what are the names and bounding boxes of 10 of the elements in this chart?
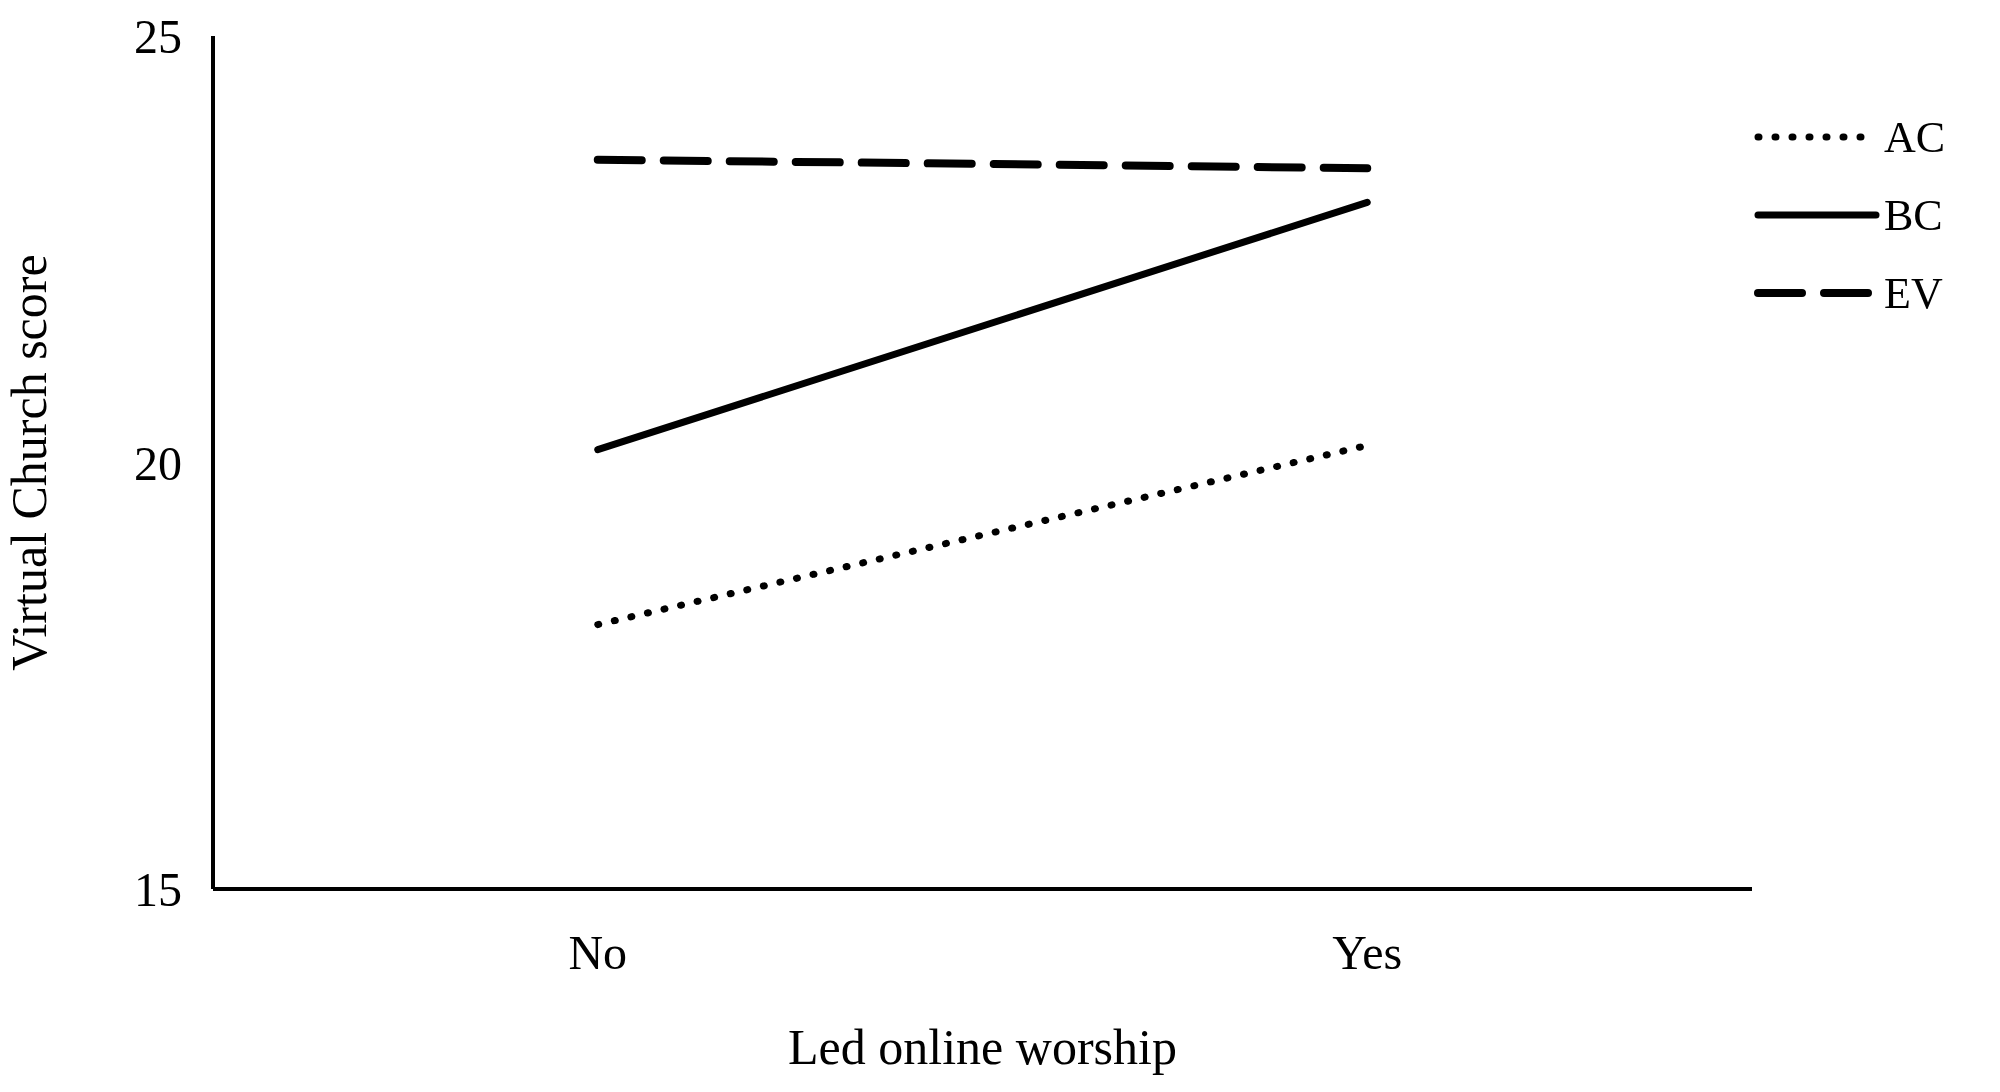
legend-label: BC: [1884, 189, 1943, 241]
legend-label: AC: [1884, 111, 1946, 163]
x-tick-label: No: [568, 926, 628, 980]
legend-label: EV: [1884, 267, 1943, 319]
y-tick-label: 25: [134, 10, 182, 64]
x-tick-label: Yes: [1332, 926, 1403, 980]
y-axis-title: Virtual Church score: [0, 254, 57, 671]
y-tick-label: 15: [134, 863, 182, 917]
x-axis-title: Led online worship: [788, 1019, 1177, 1075]
y-tick-label: 20: [134, 436, 182, 490]
